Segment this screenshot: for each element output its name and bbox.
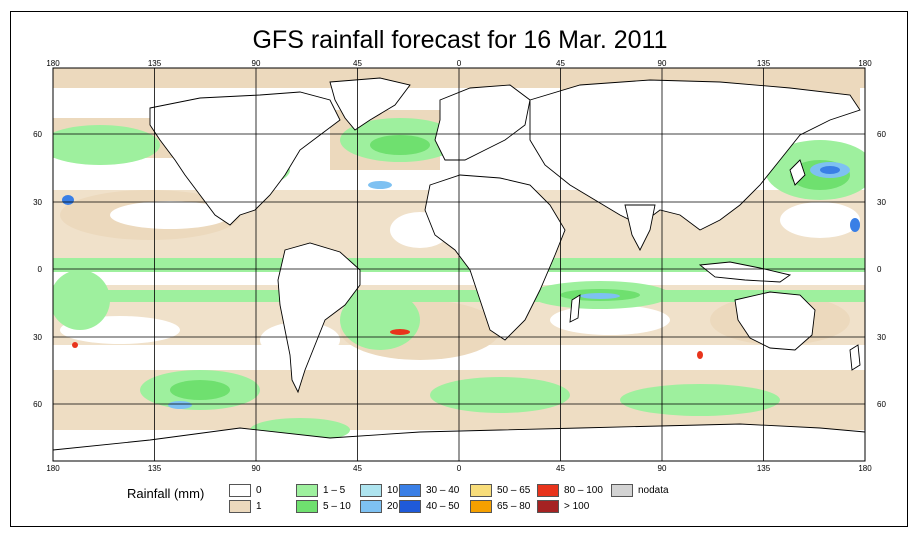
figure-frame — [10, 11, 908, 527]
rain-30-40mm-areas — [62, 166, 860, 232]
lon-label: 90 — [658, 464, 667, 473]
asia — [529, 79, 861, 231]
lon-label: 135 — [148, 59, 162, 68]
legend-swatch — [537, 500, 559, 513]
legend-swatch — [296, 500, 318, 513]
legend-swatch — [360, 500, 382, 513]
lat-labels-left: 60 30 0 30 60 — [33, 130, 42, 409]
lat-label: 30 — [33, 198, 42, 207]
lat-labels-right: 60 30 0 30 60 — [877, 130, 886, 409]
lon-labels-top: 180 135 90 45 0 45 90 135 180 — [46, 59, 872, 68]
legend-label: 0 — [256, 485, 262, 496]
lat-label: 30 — [33, 333, 42, 342]
legend-label: 30 – 40 — [426, 485, 460, 496]
lat-label: 60 — [33, 400, 42, 409]
legend-swatch — [399, 500, 421, 513]
lat-label: 30 — [877, 198, 886, 207]
australia — [734, 291, 816, 351]
map-border — [52, 67, 866, 462]
lon-label: 180 — [46, 464, 60, 473]
lat-label: 60 — [877, 130, 886, 139]
lat-label: 60 — [877, 400, 886, 409]
lon-label: 45 — [353, 59, 362, 68]
lon-label: 45 — [556, 59, 565, 68]
lon-label: 0 — [457, 59, 462, 68]
legend-label: nodata — [638, 485, 669, 496]
legend-swatch — [229, 500, 251, 513]
legend-swatch — [360, 484, 382, 497]
north-america — [149, 91, 341, 226]
lat-label: 0 — [38, 265, 43, 274]
lon-label: 135 — [757, 464, 771, 473]
legend-label: 1 – 5 — [323, 485, 346, 496]
legend-swatch — [470, 500, 492, 513]
japan — [789, 159, 806, 186]
rain-80-100mm-areas — [72, 329, 703, 359]
lat-label: 60 — [33, 130, 42, 139]
legend-swatch — [611, 484, 633, 497]
legend-label: 50 – 65 — [497, 485, 531, 496]
lon-label: 45 — [353, 464, 362, 473]
rain-20-30mm-areas — [168, 162, 850, 409]
lon-label: 45 — [556, 464, 565, 473]
lon-label: 180 — [858, 59, 872, 68]
legend-label: 80 – 100 — [564, 485, 603, 496]
legend-label: 5 – 10 — [323, 501, 351, 512]
lat-label: 0 — [877, 265, 882, 274]
graticule — [53, 68, 865, 461]
lon-label: 90 — [252, 464, 261, 473]
lat-label: 30 — [877, 333, 886, 342]
legend-label: 1 — [256, 501, 262, 512]
lon-label: 90 — [658, 59, 667, 68]
lon-label: 180 — [858, 464, 872, 473]
map-title: GFS rainfall forecast for 16 Mar. 2011 — [252, 26, 668, 54]
indonesia — [698, 261, 792, 283]
legend-swatch — [296, 484, 318, 497]
lon-label: 0 — [457, 464, 462, 473]
legend-swatch — [537, 484, 559, 497]
legend-label: > 100 — [564, 501, 590, 512]
new-zealand — [849, 344, 861, 371]
legend-title: Rainfall (mm) — [127, 486, 205, 501]
madagascar — [569, 294, 581, 323]
south-america — [277, 242, 361, 394]
lon-label: 135 — [148, 464, 162, 473]
legend-label: 40 – 50 — [426, 501, 460, 512]
lon-label: 180 — [46, 59, 60, 68]
lon-label: 135 — [757, 59, 771, 68]
legend-label: 65 – 80 — [497, 501, 531, 512]
lon-label: 90 — [252, 59, 261, 68]
legend-swatch — [470, 484, 492, 497]
legend-swatch — [399, 484, 421, 497]
legend-swatch — [229, 484, 251, 497]
india — [624, 204, 656, 251]
lon-labels-bottom: 180 135 90 45 0 45 90 135 180 — [46, 464, 872, 473]
greenland — [329, 77, 411, 131]
africa — [424, 174, 566, 341]
